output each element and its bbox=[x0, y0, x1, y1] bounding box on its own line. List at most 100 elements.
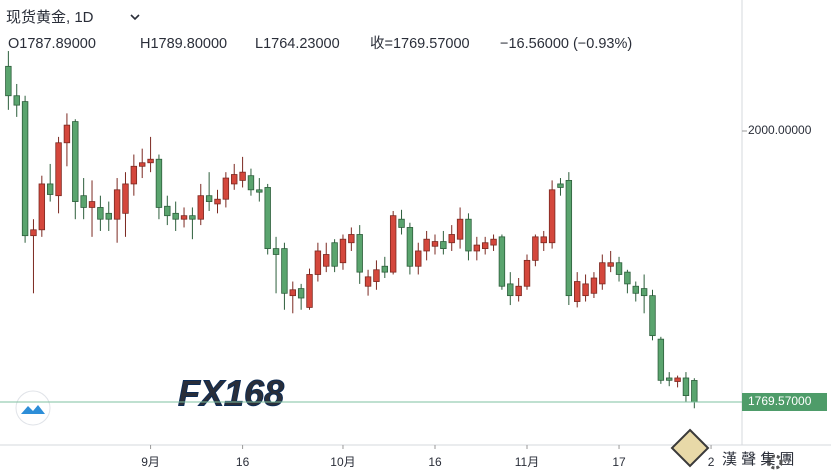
candle-body bbox=[674, 377, 681, 382]
logo-circle[interactable] bbox=[15, 390, 51, 426]
x-tick-label: 11月 bbox=[515, 455, 539, 469]
candle-body bbox=[398, 218, 405, 228]
candle-body bbox=[297, 288, 305, 299]
candle-body bbox=[532, 236, 539, 261]
candle-body bbox=[323, 254, 330, 267]
ohlc-change: −16.56000 (−0.93%) bbox=[500, 36, 632, 52]
candle-body bbox=[356, 234, 363, 273]
x-tick-label: 16 bbox=[236, 455, 250, 469]
candle-body bbox=[548, 189, 556, 244]
candle-body bbox=[30, 229, 37, 237]
candle-body bbox=[339, 238, 347, 264]
candle-body bbox=[105, 212, 112, 220]
candle-body bbox=[281, 248, 288, 294]
candle-body bbox=[155, 158, 163, 208]
candle-body bbox=[574, 281, 581, 302]
candle-body bbox=[247, 175, 255, 191]
candle-body bbox=[222, 177, 230, 200]
candle-body bbox=[306, 274, 313, 308]
ohlc-legend: O1787.89000 H1789.80000 L1764.23000 收=17… bbox=[8, 35, 632, 52]
ohlc-low: L1764.23000 bbox=[255, 36, 340, 52]
candle-body bbox=[172, 212, 179, 220]
candle-body bbox=[139, 162, 146, 167]
candle-body bbox=[164, 205, 171, 217]
candle-body bbox=[180, 215, 188, 220]
candle-body bbox=[38, 183, 46, 231]
candle-body bbox=[314, 250, 322, 275]
candle-body bbox=[607, 262, 614, 267]
candle-body bbox=[440, 241, 447, 250]
brand-diamond bbox=[670, 428, 710, 468]
candle-body bbox=[406, 227, 414, 267]
candle-body bbox=[507, 283, 514, 297]
candle-body bbox=[582, 283, 589, 297]
ohlc-open: O1787.89000 bbox=[8, 36, 96, 52]
candle-body bbox=[381, 265, 389, 273]
settings-gear[interactable] bbox=[767, 454, 783, 470]
candle-body bbox=[63, 124, 71, 144]
x-tick-label: 16 bbox=[428, 455, 442, 469]
candle-body bbox=[289, 289, 296, 297]
ohlc-high: H1789.80000 bbox=[140, 36, 227, 52]
candle-body bbox=[657, 338, 665, 381]
candle-body bbox=[256, 189, 263, 193]
settings-icon[interactable] bbox=[767, 454, 783, 470]
candle-body bbox=[231, 174, 238, 185]
candle-body bbox=[448, 234, 455, 244]
candle-body bbox=[239, 171, 246, 181]
ohlc-close: 收=1769.57000 bbox=[370, 35, 470, 52]
candle-body bbox=[523, 259, 531, 287]
brand-text: 漢 聲 集 團 bbox=[722, 451, 795, 468]
chart-title[interactable]: 现货黄金, 1D bbox=[6, 9, 94, 26]
logo-button[interactable] bbox=[15, 390, 51, 426]
candle-body bbox=[649, 295, 656, 337]
candle-body bbox=[632, 285, 639, 294]
candle-body bbox=[97, 207, 104, 220]
candle-body bbox=[599, 262, 606, 285]
candle-body bbox=[498, 236, 506, 287]
candle-body bbox=[691, 380, 698, 403]
candle-body bbox=[72, 121, 79, 202]
candle-body bbox=[465, 218, 472, 252]
candle-body bbox=[80, 195, 87, 208]
candle-body bbox=[46, 183, 54, 195]
candle-body bbox=[122, 183, 129, 214]
candle-body bbox=[272, 248, 280, 255]
candle-body bbox=[490, 238, 497, 246]
candle-body bbox=[5, 65, 12, 97]
x-tick-label: 9月 bbox=[141, 455, 160, 469]
watermark: FX168 bbox=[178, 373, 284, 414]
candle-body bbox=[197, 195, 204, 220]
candle-body bbox=[55, 142, 62, 197]
candle-body bbox=[666, 377, 673, 381]
logo-icon[interactable] bbox=[21, 405, 45, 414]
y-tick-label: 2000.00000 bbox=[748, 123, 812, 137]
interval-dropdown[interactable] bbox=[130, 14, 140, 21]
candle-body bbox=[557, 183, 564, 188]
candle-body bbox=[205, 195, 213, 202]
candle-body bbox=[431, 241, 439, 247]
candle-body bbox=[113, 189, 121, 220]
candle-body bbox=[364, 276, 372, 287]
candle-body bbox=[147, 158, 154, 164]
candle-body bbox=[515, 285, 522, 297]
x-tick-label: 10月 bbox=[330, 455, 355, 469]
last-price-label: 1769.57000 bbox=[748, 394, 812, 408]
candle-body bbox=[624, 271, 631, 285]
candle-body bbox=[214, 198, 221, 205]
candle-body bbox=[590, 277, 598, 294]
candle-body bbox=[130, 165, 138, 185]
candle-body bbox=[615, 262, 623, 275]
x-tick-label: 17 bbox=[612, 455, 626, 469]
last-price-box bbox=[742, 392, 827, 411]
candle-body bbox=[565, 179, 573, 297]
candle-body bbox=[21, 101, 29, 237]
candle-body bbox=[189, 215, 196, 220]
candle-body bbox=[473, 244, 481, 252]
candle-body bbox=[389, 215, 397, 273]
candle-body bbox=[540, 236, 547, 244]
candle-body bbox=[348, 234, 355, 244]
candle-body bbox=[88, 201, 96, 208]
